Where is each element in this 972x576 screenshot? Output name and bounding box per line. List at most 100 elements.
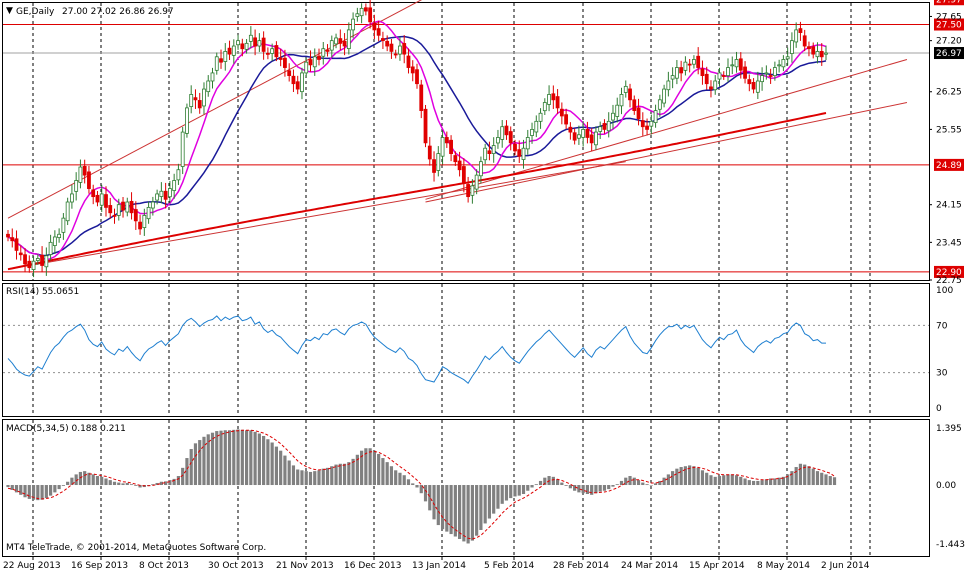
candle-body[interactable] [525, 137, 530, 150]
candle-body[interactable] [640, 120, 645, 128]
trend-line[interactable] [7, 161, 626, 270]
candle-body[interactable] [449, 139, 453, 155]
candle-body[interactable] [721, 75, 726, 77]
candle-body[interactable] [300, 72, 304, 93]
candle-body[interactable] [772, 67, 777, 77]
candle-body[interactable] [662, 88, 667, 104]
candle-body[interactable] [163, 190, 168, 200]
candle-body[interactable] [679, 67, 684, 74]
candle-body[interactable] [65, 201, 70, 222]
candle-body[interactable] [517, 149, 522, 157]
candle-body[interactable] [91, 189, 96, 198]
candle-body[interactable] [700, 68, 705, 77]
candle-body[interactable] [185, 107, 189, 134]
candle-body[interactable] [214, 56, 219, 71]
candle-body[interactable] [530, 128, 534, 136]
candle-body[interactable] [615, 104, 620, 117]
candle-body[interactable] [542, 102, 547, 112]
candle-body[interactable] [57, 233, 62, 239]
candle-body[interactable] [104, 194, 108, 208]
candle-body[interactable] [785, 56, 790, 60]
candle-body[interactable] [483, 147, 488, 161]
trend-line[interactable] [425, 102, 908, 203]
rsi-line[interactable] [7, 315, 826, 384]
candle-body[interactable] [317, 55, 321, 60]
candle-body[interactable] [202, 88, 206, 107]
candle-body[interactable] [138, 221, 142, 230]
candle-body[interactable] [790, 40, 794, 54]
candle-body[interactable] [734, 59, 739, 68]
candle-body[interactable] [142, 215, 147, 229]
candle-body[interactable] [415, 69, 419, 85]
candle-body[interactable] [176, 169, 181, 181]
candle-body[interactable] [133, 209, 138, 222]
candle-body[interactable] [206, 80, 211, 93]
candle-body[interactable] [159, 190, 164, 197]
macd-panel-frame[interactable] [2, 419, 930, 557]
candle-body[interactable] [602, 123, 607, 130]
candle-body[interactable] [568, 126, 573, 133]
candle-body[interactable] [197, 100, 202, 109]
candle-body[interactable] [342, 41, 347, 47]
candle-body[interactable] [270, 48, 275, 54]
candle-body[interactable] [385, 40, 390, 47]
candle-body[interactable] [824, 52, 828, 55]
candle-body[interactable] [717, 72, 722, 80]
candle-body[interactable] [764, 72, 769, 75]
candle-body[interactable] [376, 28, 381, 36]
candle-body[interactable] [653, 110, 658, 124]
candle-body[interactable] [611, 112, 615, 121]
candle-body[interactable] [23, 254, 27, 265]
candle-body[interactable] [240, 43, 245, 50]
candle-body[interactable] [112, 214, 117, 217]
candle-body[interactable] [743, 66, 747, 79]
candle-body[interactable] [538, 112, 543, 122]
candle-body[interactable] [180, 131, 185, 167]
candle-body[interactable] [372, 22, 377, 31]
candle-body[interactable] [572, 132, 577, 141]
candle-body[interactable] [346, 29, 351, 50]
candle-body[interactable] [811, 46, 816, 55]
candle-body[interactable] [150, 201, 155, 209]
candle-body[interactable] [692, 59, 696, 65]
candle-body[interactable] [747, 79, 752, 85]
candle-body[interactable] [768, 75, 773, 77]
candle-body[interactable] [87, 171, 91, 189]
candle-body[interactable] [167, 188, 172, 198]
candle-body[interactable] [231, 45, 236, 56]
candle-body[interactable] [70, 193, 74, 203]
candle-body[interactable] [794, 29, 799, 43]
candle-body[interactable] [470, 185, 475, 196]
candle-body[interactable] [312, 56, 317, 68]
candle-body[interactable] [815, 51, 820, 58]
candle-body[interactable] [738, 58, 743, 71]
candle-body[interactable] [704, 73, 709, 85]
candle-body[interactable] [585, 128, 590, 138]
candle-body[interactable] [6, 233, 10, 238]
candle-body[interactable] [253, 37, 258, 47]
candle-body[interactable] [726, 67, 730, 77]
candle-body[interactable] [687, 63, 692, 66]
candle-body[interactable] [116, 204, 121, 216]
candle-body[interactable] [325, 49, 330, 52]
candle-body[interactable] [636, 107, 641, 120]
candle-body[interactable] [500, 126, 505, 140]
candle-body[interactable] [670, 75, 675, 80]
candle-body[interactable] [44, 255, 49, 268]
candle-body[interactable] [466, 184, 471, 198]
candle-body[interactable] [479, 161, 483, 177]
candle-body[interactable] [61, 217, 66, 233]
candle-body[interactable] [95, 194, 100, 203]
candle-body[interactable] [444, 137, 449, 144]
candle-body[interactable] [381, 38, 385, 42]
candle-body[interactable] [108, 205, 113, 214]
candle-body[interactable] [291, 75, 296, 85]
candle-body[interactable] [31, 260, 36, 270]
price-panel-frame[interactable] [2, 2, 930, 281]
candle-body[interactable] [436, 153, 441, 171]
candle-body[interactable] [649, 120, 654, 127]
candle-body[interactable] [146, 206, 151, 220]
candle-body[interactable] [623, 85, 628, 93]
candle-body[interactable] [78, 166, 83, 183]
candle-body[interactable] [406, 55, 411, 68]
